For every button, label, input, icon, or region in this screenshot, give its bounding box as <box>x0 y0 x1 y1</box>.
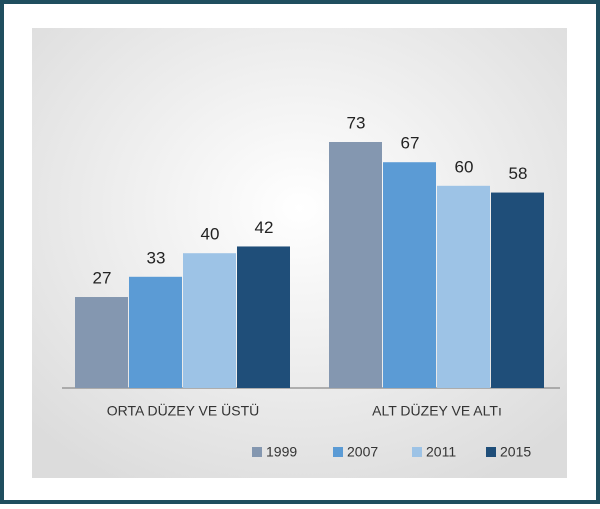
x-tick-label: ORTA DÜZEY VE ÜSTÜ <box>107 402 259 419</box>
legend-label: 2011 <box>426 444 456 460</box>
legend-swatch <box>252 447 262 457</box>
bar <box>75 297 128 388</box>
legend-swatch <box>486 447 496 457</box>
bar <box>129 276 182 388</box>
data-label: 67 <box>401 134 420 153</box>
bar <box>491 192 544 388</box>
x-tick-label: ALT DÜZEY VE ALTı <box>372 402 502 419</box>
data-label: 27 <box>93 268 112 287</box>
legend-label: 1999 <box>266 444 297 460</box>
legend-swatch <box>333 447 343 457</box>
data-label: 33 <box>147 248 166 267</box>
bar <box>383 162 436 388</box>
bar <box>437 185 490 388</box>
legend-label: 2007 <box>347 444 378 460</box>
data-label: 73 <box>347 113 366 132</box>
data-label: 42 <box>255 218 274 237</box>
data-label: 60 <box>455 157 474 176</box>
bar <box>237 246 290 388</box>
data-label: 58 <box>509 164 528 183</box>
bar <box>329 142 382 388</box>
legend-label: 2015 <box>500 444 531 460</box>
legend-swatch <box>412 447 422 457</box>
data-label: 40 <box>201 225 220 244</box>
bar <box>183 253 236 388</box>
